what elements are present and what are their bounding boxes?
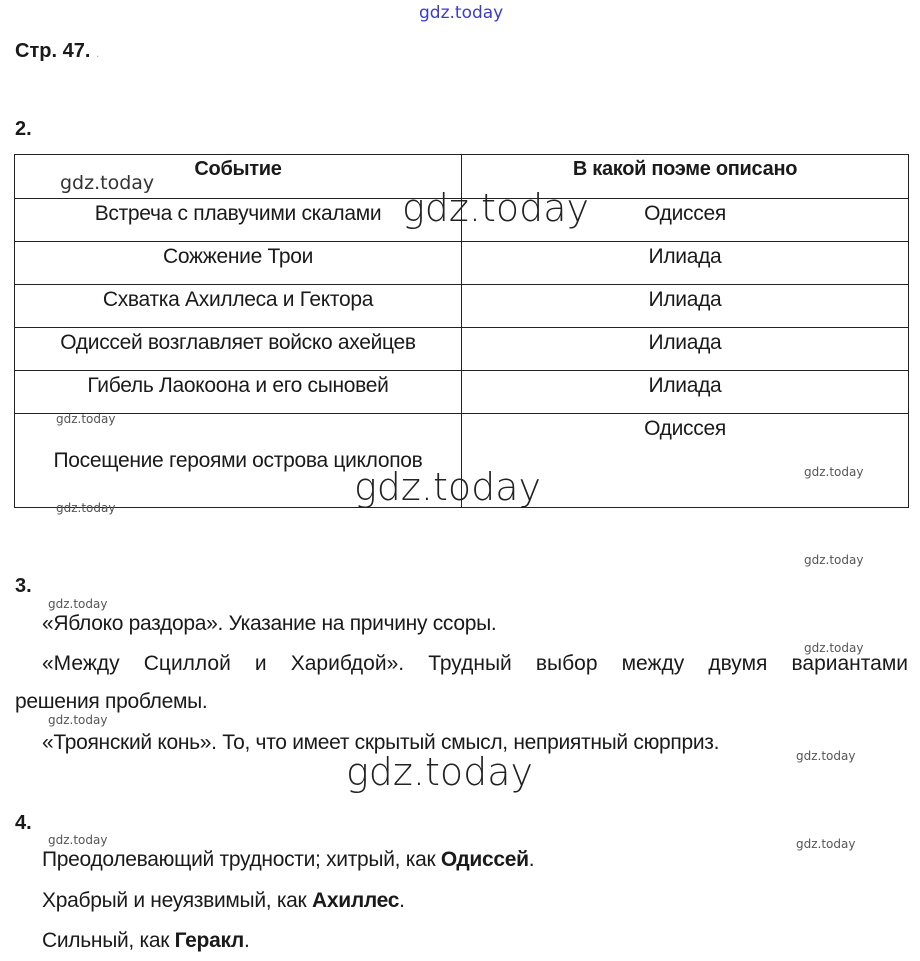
poem-cell: Илиада bbox=[461, 284, 909, 328]
poem-cell: Илиада bbox=[461, 241, 909, 285]
event-cell: Встреча с плавучими скалами bbox=[14, 198, 462, 242]
watermark: gdz.today bbox=[346, 750, 533, 794]
poem-cell: Одиссея bbox=[461, 413, 909, 508]
watermark: gdz.today bbox=[796, 749, 856, 763]
watermark: gdz.today bbox=[48, 597, 108, 611]
item-text: Преодолевающий трудности; хитрый, как bbox=[42, 848, 441, 871]
task2-number: 2. bbox=[15, 118, 32, 140]
watermark: gdz.today bbox=[804, 465, 864, 479]
task3-line2-cont: решения проблемы. bbox=[15, 690, 208, 713]
task4-number: 4. bbox=[15, 812, 32, 834]
table-row: Схватка Ахиллеса и Гектора Илиада bbox=[14, 284, 909, 328]
watermark: gdz.today bbox=[60, 172, 155, 194]
item-end: . bbox=[399, 889, 405, 912]
poem-cell: Илиада bbox=[461, 327, 909, 371]
table-row: Посещение героями острова циклопов Одиссе… bbox=[14, 413, 909, 508]
task4-item: Сильный, как Геракл. bbox=[42, 929, 250, 953]
watermark: gdz.today bbox=[796, 837, 856, 851]
task4-item: Храбрый и неуязвимый, как Ахиллес. bbox=[42, 889, 405, 913]
watermark: gdz.today bbox=[48, 833, 108, 847]
poem-cell: Илиада bbox=[461, 370, 909, 414]
watermark: gdz.today bbox=[419, 3, 504, 23]
watermark: gdz.today bbox=[48, 713, 108, 727]
events-table: Событие В какой поэме описано Встреча с … bbox=[14, 154, 909, 508]
watermark: gdz.today bbox=[804, 553, 864, 567]
task4-item: Преодолевающий трудности; хитрый, как Од… bbox=[42, 848, 535, 872]
header-poem: В какой поэме описано bbox=[461, 154, 909, 199]
item-text: Храбрый и неуязвимый, как bbox=[42, 889, 312, 912]
table-row: Гибель Лаокоона и его сыновей Илиада bbox=[14, 370, 909, 414]
event-cell: Схватка Ахиллеса и Гектора bbox=[14, 284, 462, 328]
page-title: Стр. 47. . bbox=[15, 40, 99, 63]
event-cell: Одиссей возглавляет войско ахейцев bbox=[14, 327, 462, 371]
table-row: Сожжение Трои Илиада bbox=[14, 241, 909, 285]
task3-number: 3. bbox=[15, 575, 32, 597]
table-header-row: Событие В какой поэме описано bbox=[14, 154, 909, 199]
event-cell: Посещение героями острова циклопов bbox=[14, 413, 462, 508]
watermark: gdz.today bbox=[56, 412, 116, 426]
item-hero: Одиссей bbox=[440, 848, 529, 871]
watermark: gdz.today bbox=[804, 641, 864, 655]
item-hero: Ахиллес bbox=[311, 889, 400, 912]
item-text: Сильный, как bbox=[42, 929, 175, 952]
task3-line1: «Яблоко раздора». Указание на причину сс… bbox=[42, 612, 497, 635]
task3-line2: «Между Сциллой и Харибдой». Трудный выбо… bbox=[42, 652, 908, 675]
event-cell: Гибель Лаокоона и его сыновей bbox=[14, 370, 462, 414]
page-title-text: Стр. 47. bbox=[15, 40, 91, 62]
header-event: Событие bbox=[14, 154, 462, 199]
table-row: Встреча с плавучими скалами Одиссея bbox=[14, 198, 909, 242]
item-end: . bbox=[528, 848, 535, 871]
watermark: gdz.today bbox=[402, 186, 589, 230]
table-row: Одиссей возглавляет войско ахейцев Илиада bbox=[14, 327, 909, 371]
item-hero: Геракл bbox=[174, 929, 245, 952]
task3-line3: «Троянский конь». То, что имеет скрытый … bbox=[42, 731, 720, 754]
event-cell: Сожжение Трои bbox=[14, 241, 462, 285]
page-title-suffix: . bbox=[95, 46, 100, 60]
poem-cell: Одиссея bbox=[461, 198, 909, 242]
item-end: . bbox=[243, 929, 250, 952]
watermark: gdz.today bbox=[56, 501, 116, 515]
watermark: gdz.today bbox=[354, 465, 541, 509]
